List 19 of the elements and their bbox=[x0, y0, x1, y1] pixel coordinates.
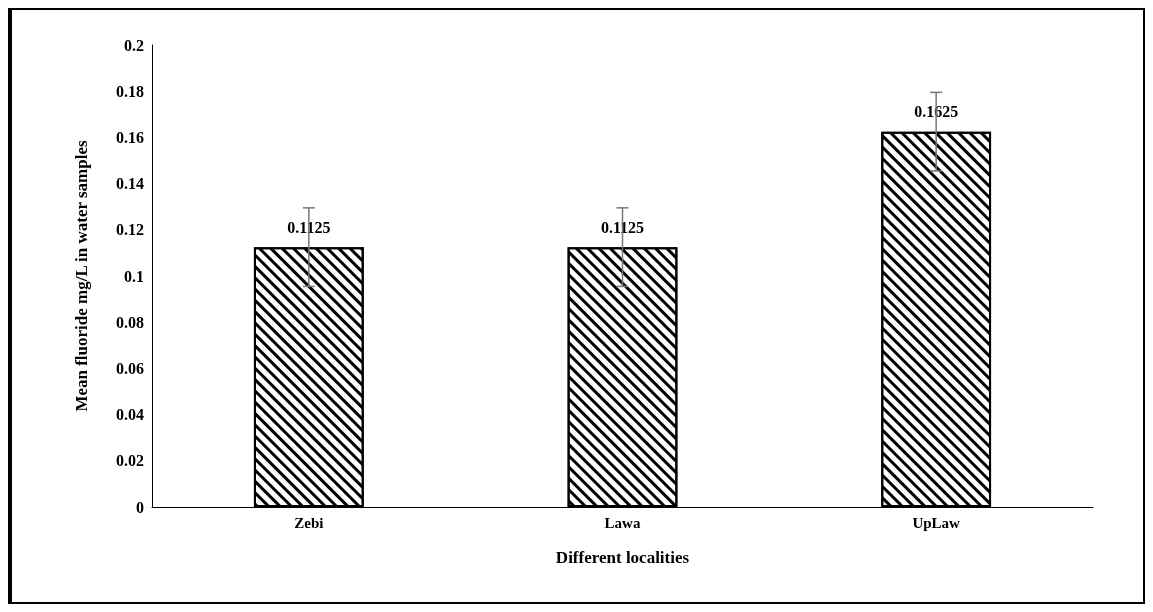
x-tick-label: Lawa bbox=[604, 514, 641, 531]
y-tick-label: 0.04 bbox=[116, 406, 144, 424]
y-tick-label: 0 bbox=[136, 498, 144, 516]
x-tick-label: Zebi bbox=[294, 514, 324, 531]
y-tick-label: 0.12 bbox=[116, 221, 144, 239]
data-label: 0.1125 bbox=[600, 218, 645, 236]
y-tick-label: 0.18 bbox=[116, 82, 144, 100]
x-tick-label: UpLaw bbox=[912, 514, 961, 531]
y-tick-label: 0.06 bbox=[116, 359, 144, 377]
data-label: 0.1625 bbox=[914, 103, 959, 121]
y-tick-label: 0.14 bbox=[116, 175, 144, 193]
y-tick-label: 0.02 bbox=[116, 452, 144, 470]
x-axis-title: Different localities bbox=[555, 548, 690, 567]
y-tick-label: 0.16 bbox=[116, 128, 144, 146]
data-label: 0.1125 bbox=[287, 218, 331, 236]
y-tick-label: 0.08 bbox=[116, 313, 144, 331]
y-tick-label: 0.2 bbox=[124, 36, 144, 54]
y-tick-label: 0.1 bbox=[124, 267, 144, 285]
y-axis-title: Mean fluoride mg/L in water samples bbox=[72, 140, 91, 412]
